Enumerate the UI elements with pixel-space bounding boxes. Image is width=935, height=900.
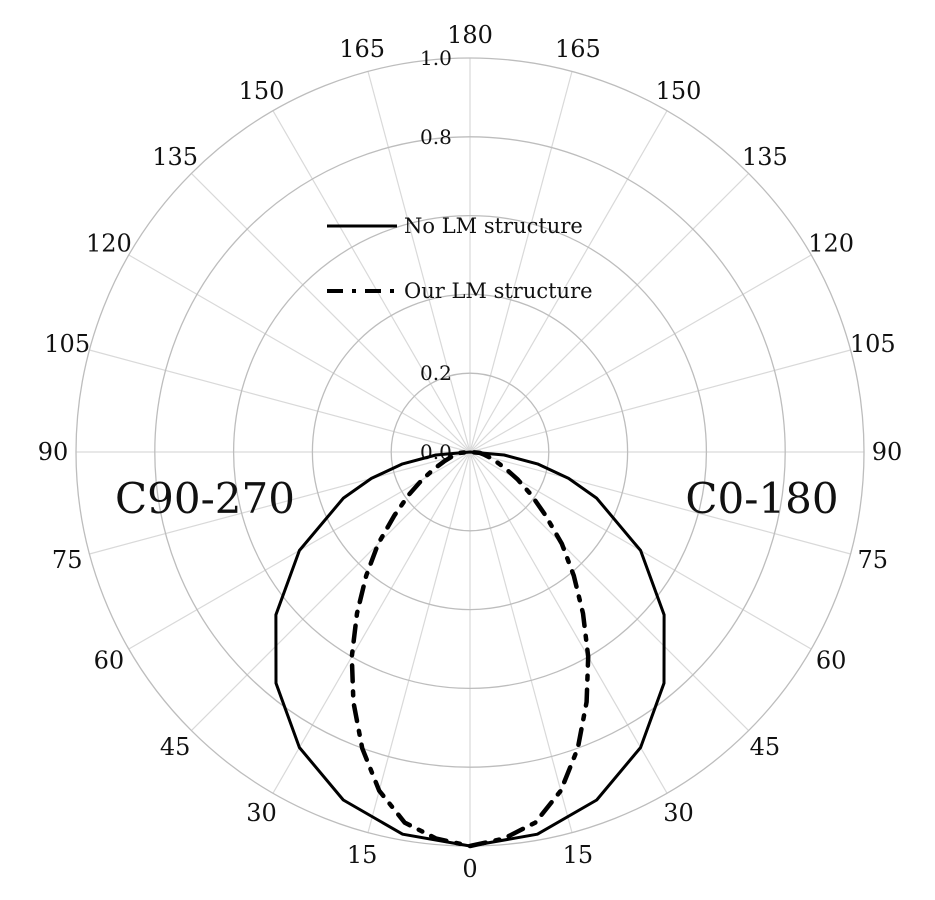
grid-ring xyxy=(154,136,786,768)
angle-label-left: 15 xyxy=(347,841,378,869)
angle-label-left: 0 xyxy=(462,855,477,883)
angle-label-right: 135 xyxy=(742,143,788,171)
angle-label-left: 90 xyxy=(38,438,69,466)
grid-ring xyxy=(390,372,550,532)
grid-spoke xyxy=(89,451,471,555)
grid-spoke xyxy=(469,254,812,453)
grid-spoke xyxy=(469,71,573,453)
angle-label-right: 120 xyxy=(808,230,854,258)
grid-spoke xyxy=(272,110,471,453)
grid-spoke xyxy=(190,172,471,453)
grid-spoke xyxy=(190,451,471,732)
radial-tick-label: 1.0 xyxy=(420,46,452,70)
angle-label-right: 75 xyxy=(858,546,889,574)
angle-label-right: 15 xyxy=(563,841,594,869)
angle-label-left: 150 xyxy=(239,77,285,105)
plane-label-right: C0-180 xyxy=(685,474,838,523)
angle-label-left: 30 xyxy=(246,799,277,827)
radial-labels: 0.00.20.81.0 xyxy=(420,46,452,464)
legend-label-no-lm: No LM structure xyxy=(404,214,583,238)
grid-spoke xyxy=(128,254,471,453)
grid-ring xyxy=(311,293,629,611)
grid-spoke xyxy=(469,451,573,833)
radial-tick-label: 0.2 xyxy=(420,361,452,385)
angle-label-right: 30 xyxy=(663,799,694,827)
legend: No LM structure Our LM structure xyxy=(327,214,593,303)
angle-label-right: 60 xyxy=(816,647,847,675)
angle-labels: 0 15 30 45 60 75 90 105 120 135 150 165 180 15 30 45 60 7… xyxy=(38,21,903,883)
angle-label-right: 90 xyxy=(872,438,903,466)
grid-spoke xyxy=(272,451,471,794)
grid-spoke xyxy=(469,451,851,555)
grid-spoke xyxy=(367,451,471,833)
series-line-our-lm-structure xyxy=(349,449,591,849)
grid-spoke xyxy=(469,451,750,732)
series-line-no-lm-structure xyxy=(274,450,666,848)
angle-label-left: 180 xyxy=(447,21,493,49)
series-layer xyxy=(274,449,666,849)
angle-label-right: 45 xyxy=(750,733,781,761)
angle-label-left: 135 xyxy=(152,143,198,171)
grid-spoke xyxy=(469,349,851,453)
grid-ring xyxy=(232,214,708,690)
angle-label-right: 105 xyxy=(850,330,896,358)
grid-spoke xyxy=(469,172,750,453)
grid-spoke xyxy=(469,451,668,794)
plane-label-left: C90-270 xyxy=(115,474,295,523)
angle-label-left: 105 xyxy=(44,330,90,358)
angle-label-left: 60 xyxy=(94,647,125,675)
legend-label-our-lm: Our LM structure xyxy=(404,279,593,303)
angle-label-left: 120 xyxy=(86,230,132,258)
angle-label-left: 45 xyxy=(160,733,191,761)
radial-tick-label: 0.8 xyxy=(420,125,452,149)
angle-label-left: 75 xyxy=(52,546,83,574)
angle-label-right: 150 xyxy=(656,77,702,105)
grid-spoke xyxy=(367,71,471,453)
angle-label-right: 165 xyxy=(555,35,601,63)
grid-spoke xyxy=(89,349,471,453)
grid-spoke xyxy=(469,110,668,453)
angle-label-left: 165 xyxy=(339,35,385,63)
